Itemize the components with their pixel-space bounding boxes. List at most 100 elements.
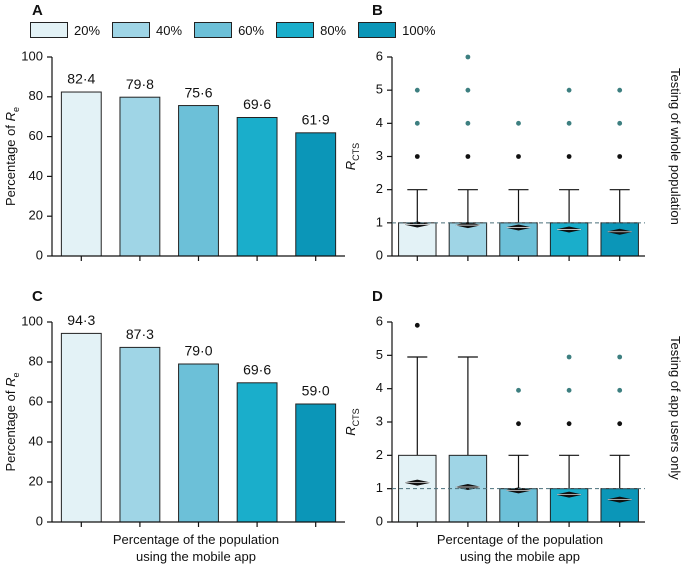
- bar-value-label: 79·0: [184, 343, 212, 359]
- legend-item-100: 100%: [358, 22, 435, 38]
- y-tick-label: 3: [376, 148, 383, 163]
- y-tick-label: 100: [21, 48, 43, 63]
- y-axis-title-prefix: Percentage of: [3, 387, 18, 472]
- outlier-point-teal: [617, 354, 623, 360]
- y-axis-title: RCTS: [343, 143, 361, 170]
- panel-label-a: A: [32, 2, 43, 19]
- outlier-point: [566, 154, 572, 159]
- outlier-point-teal: [566, 387, 572, 393]
- legend-swatch: [112, 22, 151, 38]
- bar-40: [119, 346, 161, 523]
- y-tick-label: 60: [29, 128, 43, 143]
- box-60: [499, 222, 538, 257]
- panel-label-d: D: [372, 288, 383, 305]
- legend: 20% 40% 60% 80% 100%: [30, 22, 447, 38]
- outlier-point-teal: [617, 387, 623, 393]
- box-20: [398, 222, 437, 257]
- bar-value-label: 94·3: [67, 312, 95, 328]
- y-tick-label: 3: [376, 413, 383, 428]
- bar-value-label: 79·8: [126, 76, 154, 92]
- y-axis-title-subscript: e: [11, 373, 21, 378]
- bar-value-label: 82·4: [67, 71, 95, 87]
- y-tick-label: 5: [376, 82, 383, 97]
- y-tick-label: 5: [376, 347, 383, 362]
- y-axis-title-variable: R: [3, 378, 18, 387]
- y-axis-title-prefix: Percentage of: [3, 121, 18, 206]
- x-axis-title-left: Percentage of the population using the m…: [46, 531, 346, 565]
- bar-100: [295, 403, 337, 523]
- outlier-point-teal: [516, 387, 521, 393]
- outlier-point-teal: [516, 120, 521, 126]
- y-tick-label: 20: [29, 473, 43, 488]
- bar-value-label: 59·0: [302, 383, 330, 399]
- bar-100: [295, 132, 337, 257]
- y-tick-label: 0: [36, 513, 43, 528]
- box-60: [499, 488, 538, 523]
- y-tick-label: 2: [376, 181, 383, 196]
- y-axis-title-subscript: CTS: [351, 143, 361, 161]
- bar-20: [60, 91, 102, 257]
- legend-label: 20%: [74, 22, 101, 38]
- legend-swatch: [276, 22, 315, 38]
- outlier-point-teal: [566, 354, 572, 360]
- legend-label: 80%: [320, 22, 347, 38]
- panel-label-c: C: [32, 288, 43, 305]
- legend-label: 100%: [402, 22, 436, 38]
- y-tick-label: 2: [376, 447, 383, 462]
- bar-60: [178, 363, 219, 523]
- x-axis-title-line2: using the mobile app: [136, 549, 256, 564]
- y-tick-label: 20: [29, 208, 43, 223]
- y-tick-label: 40: [29, 168, 43, 183]
- legend-item-20: 20%: [30, 22, 100, 38]
- outlier-point: [414, 322, 420, 328]
- y-tick-label: 100: [21, 313, 43, 328]
- y-axis-title-variable: R: [3, 112, 18, 121]
- y-tick-label: 40: [29, 433, 43, 448]
- outlier-point-teal: [617, 87, 623, 93]
- y-axis-title-subscript: e: [11, 107, 21, 112]
- legend-item-40: 40%: [112, 22, 182, 38]
- x-axis-title-line1: Percentage of the population: [112, 532, 280, 547]
- x-axis-title-line2: using the mobile app: [460, 549, 580, 564]
- y-tick-label: 0: [36, 247, 43, 262]
- legend-label: 40%: [156, 22, 183, 38]
- legend-swatch: [358, 22, 397, 38]
- y-axis-title-variable: R: [343, 161, 358, 170]
- y-tick-label: 1: [376, 480, 383, 495]
- outlier-point-teal: [566, 120, 572, 126]
- outlier-point-teal: [465, 54, 471, 60]
- bar-20: [60, 332, 102, 523]
- outlier-point: [566, 421, 572, 427]
- bar-value-label: 69·6: [243, 96, 271, 112]
- legend-swatch: [194, 22, 233, 38]
- y-tick-label: 0: [376, 247, 383, 262]
- outlier-point-teal: [414, 87, 420, 93]
- outlier-point-teal: [465, 87, 471, 93]
- panel-label-b: B: [372, 2, 383, 19]
- y-axis-title: Percentage of Re: [3, 107, 21, 206]
- box-100: [600, 488, 639, 523]
- legend-item-60: 60%: [194, 22, 264, 38]
- bar-40: [119, 96, 161, 257]
- y-axis-title: Percentage of Re: [3, 373, 21, 472]
- bar-value-label: 75·6: [184, 84, 212, 100]
- outlier-point: [414, 154, 420, 159]
- outlier-point-teal: [465, 120, 471, 126]
- y-tick-label: 4: [376, 115, 383, 130]
- outlier-point-teal: [617, 120, 623, 126]
- y-tick-label: 6: [376, 48, 383, 63]
- bar-80: [236, 382, 278, 523]
- outlier-point: [617, 421, 623, 427]
- y-axis-title-variable: R: [343, 426, 358, 435]
- y-tick-label: 1: [376, 214, 383, 229]
- outlier-point: [516, 154, 521, 159]
- outlier-point-teal: [414, 120, 420, 126]
- bar-value-label: 69·6: [243, 362, 271, 378]
- box-100: [600, 222, 639, 257]
- legend-swatch: [30, 22, 68, 38]
- x-axis-title-line1: Percentage of the population: [436, 532, 604, 547]
- bar-60: [178, 105, 219, 257]
- legend-label: 60%: [238, 22, 265, 38]
- y-tick-label: 6: [376, 313, 383, 328]
